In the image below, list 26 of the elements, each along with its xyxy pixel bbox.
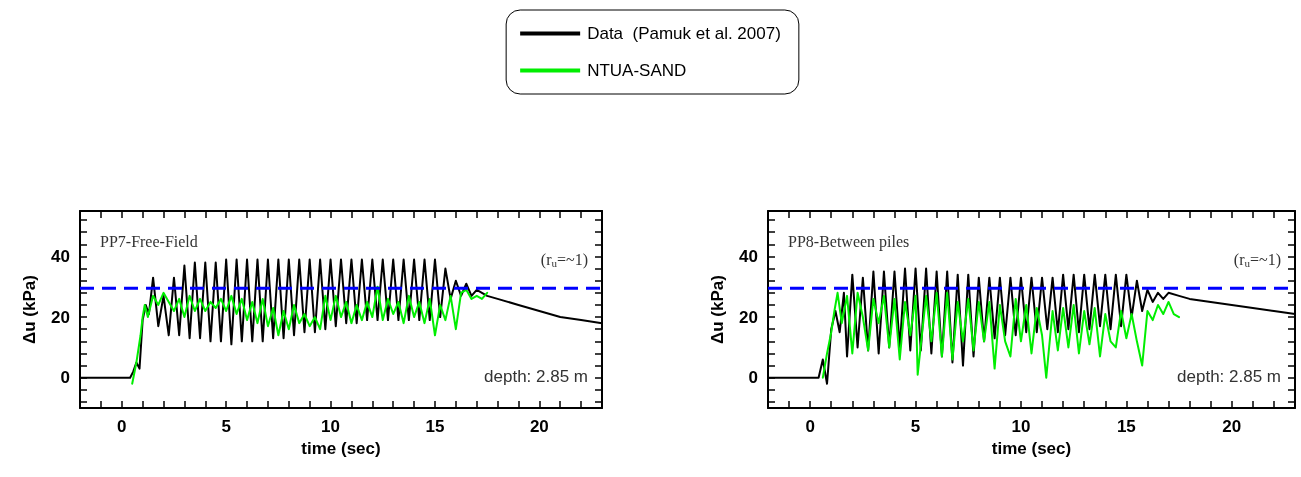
x-tick-label: 0 bbox=[805, 417, 815, 436]
x-axis-title: time (sec) bbox=[301, 439, 381, 458]
x-tick-label: 0 bbox=[117, 417, 127, 436]
y-tick-label: 20 bbox=[739, 307, 758, 327]
annotation: PP8-Between piles bbox=[788, 232, 910, 251]
y-tick-label: 40 bbox=[739, 246, 758, 266]
x-tick-label: 20 bbox=[1222, 417, 1242, 436]
y-tick-label: 0 bbox=[60, 368, 70, 388]
x-tick-label: 15 bbox=[1116, 417, 1136, 436]
y-axis-title: Δu (kPa) bbox=[708, 275, 727, 344]
annotation: depth: 2.85 m bbox=[1177, 367, 1282, 386]
x-tick-label: 20 bbox=[529, 417, 549, 436]
legend-label: Data (Pamuk et al. 2007) bbox=[587, 24, 781, 43]
x-tick-label: 5 bbox=[221, 417, 231, 436]
annotation: depth: 2.85 m bbox=[484, 367, 589, 386]
x-tick-label: 10 bbox=[1011, 417, 1031, 436]
y-axis-title: Δu (kPa) bbox=[20, 275, 39, 344]
x-tick-label: 10 bbox=[321, 417, 341, 436]
x-axis-title: time (sec) bbox=[991, 439, 1072, 458]
y-tick-label: 20 bbox=[51, 307, 70, 327]
legend-label: NTUA-SAND bbox=[587, 61, 687, 80]
y-tick-label: 40 bbox=[51, 246, 70, 266]
x-tick-label: 15 bbox=[425, 417, 445, 436]
annotation: PP7-Free-Field bbox=[100, 232, 198, 250]
y-tick-label: 0 bbox=[748, 368, 758, 388]
x-tick-label: 5 bbox=[910, 417, 921, 436]
